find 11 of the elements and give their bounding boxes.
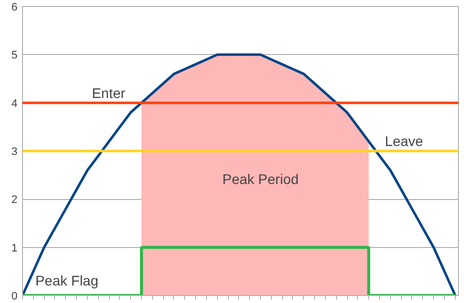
y-tick-label: 5 (11, 50, 18, 62)
y-tick-label: 2 (11, 194, 18, 206)
series-label: Peak Period (222, 171, 299, 188)
y-tick-label: 1 (11, 242, 18, 254)
series-label: Peak Flag (35, 272, 98, 288)
y-tick-label: 6 (11, 2, 18, 14)
ref-line-label: Leave (384, 133, 424, 149)
y-tick-label: 0 (11, 290, 18, 302)
y-tick-label: 3 (11, 146, 18, 158)
ref-line-label: Enter (92, 84, 126, 101)
y-tick-label: 4 (11, 98, 18, 110)
